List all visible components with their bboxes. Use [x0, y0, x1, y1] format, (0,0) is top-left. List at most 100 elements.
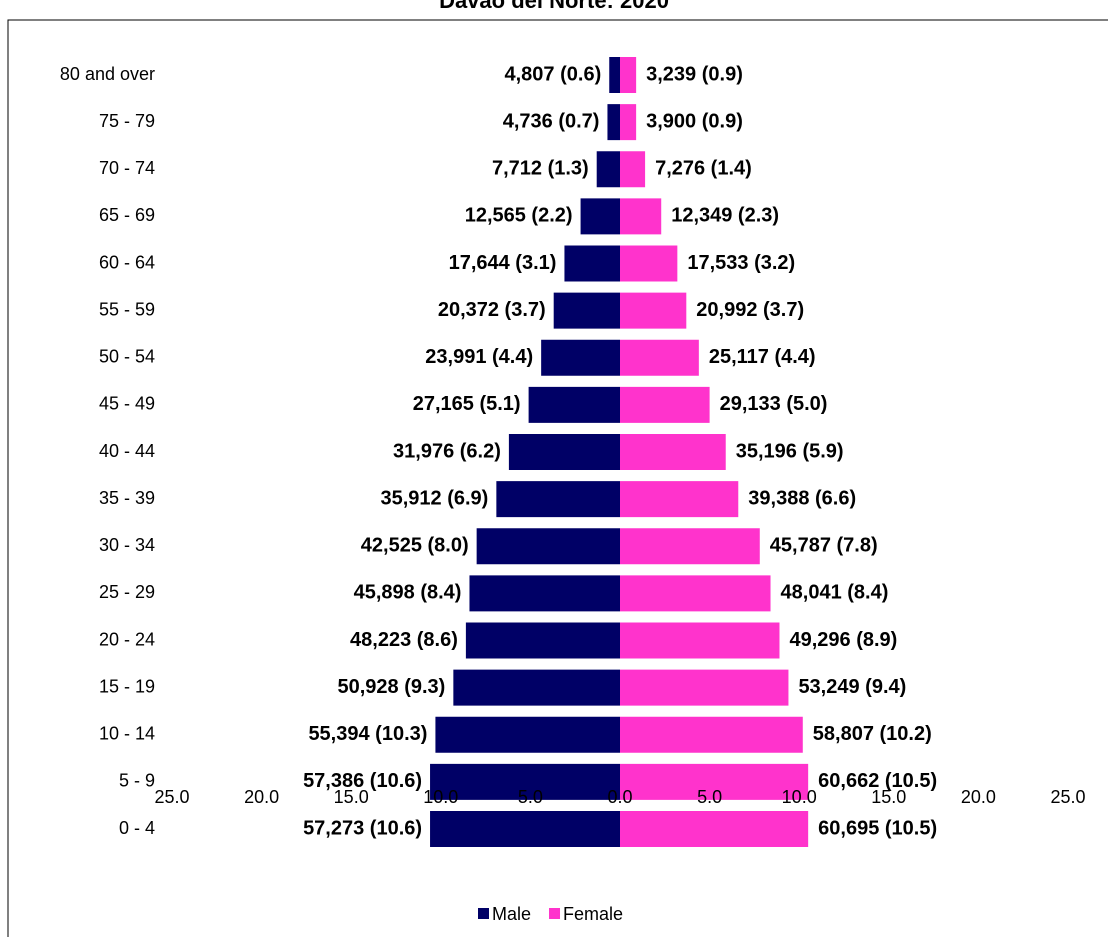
x-tick-label: 25.0: [1050, 787, 1085, 807]
value-label: 17,644 (3.1): [449, 252, 557, 274]
value-label: 48,041 (8.4): [781, 582, 889, 604]
category-label: 0 - 4: [119, 818, 155, 838]
x-tick-label: 15.0: [334, 787, 369, 807]
x-tick-label: 15.0: [871, 787, 906, 807]
category-label: 40 - 44: [99, 441, 155, 461]
bar: [620, 57, 637, 93]
value-label: 3,900 (0.9): [646, 110, 743, 132]
value-label: 57,386 (10.6): [303, 770, 422, 792]
bar: [620, 386, 710, 423]
value-label: 45,787 (7.8): [770, 535, 878, 557]
value-label: 7,276 (1.4): [655, 158, 752, 180]
bar: [469, 575, 620, 612]
x-tick-label: 20.0: [961, 787, 996, 807]
category-label: 45 - 49: [99, 394, 155, 414]
bar: [620, 104, 637, 141]
legend-swatch: [478, 908, 489, 919]
bar: [620, 481, 739, 518]
x-tick-label: 5.0: [697, 787, 722, 807]
bar: [596, 151, 620, 188]
value-label: 23,991 (4.4): [425, 346, 533, 368]
value-label: 35,196 (5.9): [736, 440, 844, 462]
bar: [620, 716, 803, 753]
bar: [620, 151, 646, 188]
category-label: 15 - 19: [99, 676, 155, 696]
value-label: 17,533 (3.2): [687, 252, 795, 274]
chart-title: Davao del Norte: 2020: [439, 0, 669, 13]
bar: [465, 622, 620, 659]
category-label: 60 - 64: [99, 252, 155, 272]
bar: [607, 104, 620, 141]
value-label: 49,296 (8.9): [789, 629, 897, 651]
x-tick-label: 10.0: [423, 787, 458, 807]
bar: [553, 292, 620, 329]
bar: [453, 669, 620, 706]
bar: [620, 575, 771, 612]
bar: [620, 811, 809, 847]
category-label: 20 - 24: [99, 629, 155, 649]
category-label: 75 - 79: [99, 111, 155, 131]
value-label: 29,133 (5.0): [720, 393, 828, 415]
category-label: 65 - 69: [99, 205, 155, 225]
bar: [430, 763, 620, 800]
value-label: 42,525 (8.0): [361, 535, 469, 557]
value-label: 60,695 (10.5): [818, 817, 937, 839]
value-label: 12,349 (2.3): [671, 205, 779, 227]
bar: [620, 669, 789, 706]
value-label: 53,249 (9.4): [798, 676, 906, 698]
category-label: 10 - 14: [99, 724, 155, 744]
category-label: 25 - 29: [99, 582, 155, 602]
bar: [620, 763, 809, 800]
bar: [580, 198, 620, 235]
value-label: 12,565 (2.2): [465, 205, 573, 227]
value-label: 55,394 (10.3): [308, 723, 427, 745]
plot-frame: [7, 19, 1108, 937]
value-label: 20,372 (3.7): [438, 299, 546, 321]
bar: [609, 57, 620, 93]
bar: [430, 811, 620, 847]
bar: [620, 198, 662, 235]
x-tick-label: 0.0: [607, 787, 632, 807]
value-label: 4,807 (0.6): [505, 63, 602, 85]
legend-label: Female: [563, 904, 623, 924]
value-label: 58,807 (10.2): [813, 723, 932, 745]
value-label: 57,273 (10.6): [303, 817, 422, 839]
bar: [564, 245, 620, 282]
legend-label: Male: [492, 904, 531, 924]
value-label: 35,912 (6.9): [380, 487, 488, 509]
value-label: 25,117 (4.4): [709, 346, 816, 368]
bar: [620, 292, 687, 329]
value-label: 39,388 (6.6): [748, 487, 856, 509]
x-tick-label: 20.0: [244, 787, 279, 807]
value-label: 45,898 (8.4): [354, 582, 462, 604]
bar: [620, 622, 780, 659]
category-label: 80 and over: [60, 64, 155, 84]
bar: [620, 245, 678, 282]
bar: [620, 434, 726, 470]
category-label: 35 - 39: [99, 488, 155, 508]
x-tick-label: 10.0: [782, 787, 817, 807]
value-label: 20,992 (3.7): [696, 299, 804, 321]
value-label: 4,736 (0.7): [503, 110, 600, 132]
bar: [541, 339, 620, 376]
category-label: 70 - 74: [99, 158, 155, 178]
value-label: 7,712 (1.3): [492, 158, 589, 180]
bar: [620, 528, 760, 565]
bar: [496, 481, 620, 518]
category-label: 55 - 59: [99, 299, 155, 319]
bar: [528, 386, 620, 423]
bar: [620, 339, 699, 376]
value-label: 50,928 (9.3): [337, 676, 445, 698]
value-label: 27,165 (5.1): [413, 393, 521, 415]
category-label: 30 - 34: [99, 535, 155, 555]
value-label: 60,662 (10.5): [818, 770, 937, 792]
value-label: 3,239 (0.9): [646, 63, 743, 85]
x-tick-label: 25.0: [154, 787, 189, 807]
bar: [435, 716, 620, 753]
legend-swatch: [549, 908, 561, 919]
value-label: 48,223 (8.6): [350, 629, 458, 651]
value-label: 31,976 (6.2): [393, 440, 501, 462]
category-label: 50 - 54: [99, 347, 155, 367]
bar: [508, 434, 620, 470]
